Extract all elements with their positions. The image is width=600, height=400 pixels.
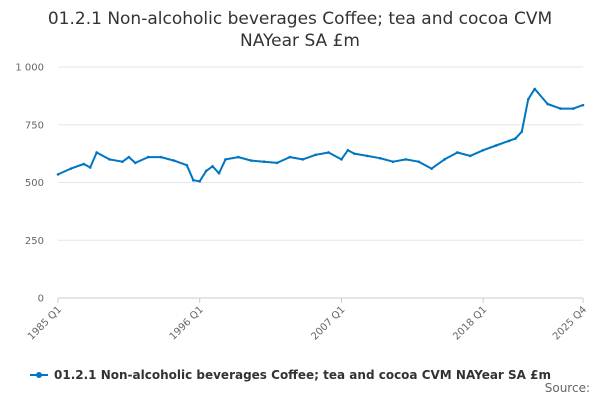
x-tick-label: 2007 Q1 [309, 304, 347, 342]
data-point[interactable] [581, 103, 585, 107]
data-point[interactable] [507, 139, 511, 143]
data-point[interactable] [217, 171, 221, 175]
data-point[interactable] [456, 151, 459, 154]
data-point[interactable] [378, 156, 382, 160]
data-point[interactable] [262, 160, 266, 164]
x-tick-label: 2018 Q1 [451, 304, 489, 342]
data-point[interactable] [82, 162, 86, 166]
data-point[interactable] [88, 166, 92, 169]
data-point[interactable] [327, 151, 330, 154]
y-tick-label: 750 [25, 120, 44, 131]
y-tick-label: 0 [38, 294, 44, 305]
y-tick-label: 250 [25, 236, 44, 247]
data-point[interactable] [353, 152, 356, 155]
chart-title: 01.2.1 Non-alcoholic beverages Coffee; t… [47, 9, 553, 51]
data-point[interactable] [514, 137, 517, 140]
legend-swatch [30, 369, 48, 381]
data-point[interactable] [121, 160, 124, 164]
x-tick-label: 1985 Q1 [26, 304, 64, 342]
data-point[interactable] [224, 158, 227, 161]
data-point[interactable] [108, 158, 111, 161]
data-point[interactable] [559, 107, 562, 110]
data-point[interactable] [314, 153, 317, 157]
data-point[interactable] [288, 155, 292, 159]
data-point[interactable] [249, 159, 253, 162]
data-point[interactable] [56, 173, 60, 176]
data-point[interactable] [443, 158, 446, 161]
gridlines [58, 66, 583, 299]
series-layer [56, 87, 585, 183]
data-point[interactable] [572, 107, 575, 110]
data-point[interactable] [404, 158, 408, 161]
data-point[interactable] [159, 155, 163, 159]
x-tick-label: 1996 Q1 [168, 304, 206, 342]
data-point[interactable] [468, 154, 472, 158]
y-tick-label: 500 [25, 178, 44, 189]
data-point[interactable] [204, 169, 208, 173]
series-line[interactable] [57, 87, 584, 183]
data-point[interactable] [526, 98, 530, 101]
legend-label: 01.2.1 Non-alcoholic beverages Coffee; t… [54, 368, 551, 382]
data-point[interactable] [365, 154, 369, 158]
data-point[interactable] [520, 130, 524, 133]
y-tick-label: 1 000 [15, 63, 44, 74]
data-point[interactable] [546, 102, 549, 106]
data-point[interactable] [198, 180, 202, 183]
y-axis-ticks: 0 250 500 750 1 000 [15, 63, 44, 305]
data-point[interactable] [172, 159, 176, 162]
data-point[interactable] [134, 161, 137, 165]
data-point[interactable] [533, 87, 536, 91]
data-point[interactable] [346, 148, 350, 152]
data-point[interactable] [69, 167, 73, 170]
data-point[interactable] [127, 155, 131, 159]
x-tick-label: 2025 Q4 [551, 304, 589, 342]
data-point[interactable] [146, 155, 150, 159]
data-point[interactable] [185, 163, 189, 167]
data-point[interactable] [301, 158, 305, 161]
data-point[interactable] [417, 160, 421, 164]
x-axis-ticks: 1985 Q1 1996 Q1 2007 Q1 2018 Q1 2025 Q4 [26, 298, 589, 342]
data-point[interactable] [191, 178, 195, 182]
data-point[interactable] [95, 151, 98, 154]
data-point[interactable] [430, 167, 433, 170]
data-point[interactable] [275, 161, 279, 165]
data-point[interactable] [237, 155, 240, 159]
data-point[interactable] [340, 158, 343, 161]
data-point[interactable] [481, 148, 485, 152]
legend[interactable]: 01.2.1 Non-alcoholic beverages Coffee; t… [30, 365, 551, 385]
data-point[interactable] [211, 165, 214, 168]
data-point[interactable] [391, 160, 395, 164]
source-label: Source: [544, 381, 590, 395]
data-point[interactable] [494, 144, 498, 147]
